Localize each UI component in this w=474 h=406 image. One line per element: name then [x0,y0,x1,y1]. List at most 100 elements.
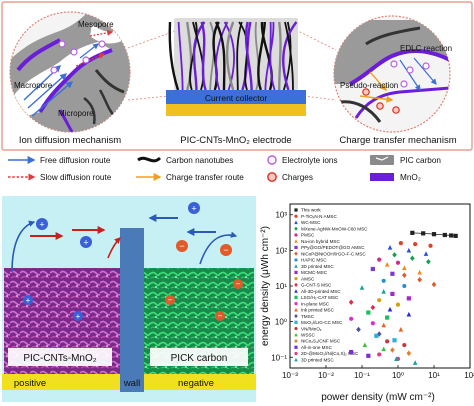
cnt-strand [236,21,243,91]
caption-ion-diffusion: Ion diffusion mechanism [19,135,121,146]
data-point [428,243,433,248]
data-point [431,281,437,288]
y-axis-label: energy density (μWh cm⁻²) [260,226,271,346]
plot-legend-entry: WC-MSC [301,220,321,225]
y-tick-label: 10³ [275,211,287,220]
svg-text:−: − [179,241,184,251]
data-point [294,345,298,349]
legend-free-diffusion: Free diffusion route [40,156,111,165]
data-point [395,302,401,307]
x-tick-label: 10⁻² [318,371,334,380]
cation-icon: + [23,295,33,305]
x-tick-label: 10⁰ [392,371,404,380]
separator-wall [120,228,144,392]
label-positive: positive [14,378,46,389]
x-tick-label: 10⁻¹ [354,371,370,380]
data-point [294,214,298,218]
data-point [349,349,354,355]
cnt-strand [284,21,294,91]
data-point [294,270,298,274]
data-point [294,239,298,243]
data-point [359,285,365,290]
ion-flow-arrows [11,214,238,273]
legend-electrolyte-ions: Electrolyte ions [282,156,338,165]
data-point [294,282,298,287]
plot-legend-entry: 2D-@MoO₃//Ni(Co,S)₂ MSC [301,351,359,356]
series-16 [381,322,404,332]
data-point [294,295,298,299]
plot-legend-entry: G-CNT-S MSC [301,283,332,288]
gray-carbon-icon [370,155,394,165]
data-point [395,260,401,265]
anion-icon: − [215,311,225,321]
data-point [387,306,393,312]
caption-charge-transfer: Charge transfer mechanism [339,135,456,146]
plot-legend-entry: All-3D-printed MSC [301,289,341,294]
ragone-plot: 10⁻³ 10⁻² 10⁻¹ 10⁰ 10¹ 10² 10⁻¹ 10⁰ 10¹ 10² 10³ T… [260,203,474,403]
data-point [366,353,371,358]
data-point [294,326,298,331]
data-point [381,346,386,352]
label-wall: wall [123,378,140,389]
top-panel: Mesopore Macropore Micropore Current col… [1,1,473,151]
anion-icon: − [176,240,188,252]
label-edlc-reaction: EDLC reaction [400,44,452,53]
plot-legend-entry: MoO₃//LIG-CC MSC [301,320,343,325]
plot-legend-entry: This work [301,208,321,213]
plot-marks [348,230,458,365]
plot-legend-entry: WSSC [301,333,315,338]
data-point [294,332,298,337]
electrode-illustration: Current collector [166,18,306,116]
plot-legend-entry: 3D printed MSC [301,264,334,269]
cnt-strand [269,21,276,91]
legend-charge-transfer: Charge transfer route [166,173,244,182]
svg-text:−: − [218,312,223,321]
data-point [370,304,376,311]
svg-text:+: + [83,238,88,248]
data-point [413,241,418,247]
data-point [398,240,403,246]
series-1 [398,240,433,248]
series-19 [385,339,407,348]
data-point [356,326,361,333]
legend-carbon-nanotubes: Carbon nanotubes [166,156,233,165]
y-tick-label: 10⁰ [275,318,287,327]
series-3 [392,252,431,265]
cation-icon: + [73,311,83,321]
data-point [362,342,368,348]
label-right-electrode: PICK carbon [171,353,228,364]
cation-icon: + [36,218,48,230]
cnt-strand [212,21,220,91]
cnt-strand [192,21,205,91]
svg-text:+: + [26,296,31,305]
plot-legend-entry: MCMC-MSC [301,270,328,275]
plot-legend-entry: HAPIC MSC [301,258,327,263]
plot-legend-entry: P-TiOₓN·N AMSC [301,214,337,219]
data-point [392,338,397,343]
current-collector-base [166,104,306,116]
data-point [406,350,412,356]
data-point [381,289,386,294]
series-21 [390,347,412,356]
label-macropore: Macropore [14,81,53,90]
plot-legend-entry: LSG/H₂-CAT MSC [301,295,339,300]
series-22 [349,349,371,358]
plot-legend-entry: MXene-AgNW-MnOW-C60 MSC [301,226,368,231]
svg-text:−: − [223,245,228,255]
series-2 [387,245,429,256]
series-6 [370,266,395,276]
plot-legend-entry: NiCoP@NiOOH//rGO-F-C MSC [301,251,366,256]
data-point [294,226,298,231]
purple-circle-icon [267,155,277,165]
plot-legend-entry: PPy@GO/PEDOT@GO AMSC [301,245,365,250]
charge-transfer-inset: EDLC reaction Pseudo-reaction [333,15,452,133]
data-point [426,258,431,265]
data-point [377,298,382,303]
data-point [294,314,298,319]
y-tick-label: 10² [275,246,287,255]
data-point [348,299,354,305]
data-point [294,245,298,250]
label-micropore: Micropore [58,109,94,118]
anion-icon: − [165,295,175,305]
